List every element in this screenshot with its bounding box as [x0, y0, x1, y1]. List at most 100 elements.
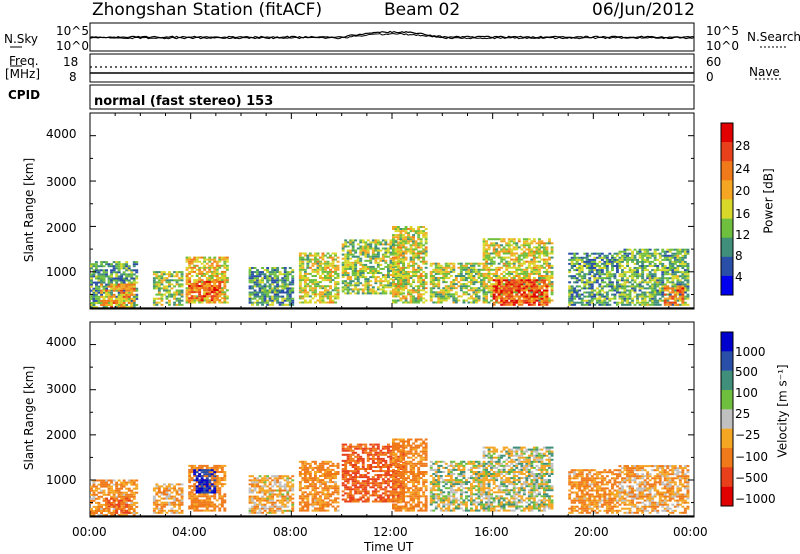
range-time-cell [344, 286, 348, 289]
range-time-cell [502, 285, 506, 288]
range-time-cell [160, 505, 164, 508]
range-time-cell [611, 265, 614, 267]
range-time-cell [590, 258, 594, 261]
range-time-cell [545, 301, 549, 304]
range-time-cell [419, 268, 423, 271]
range-time-cell [218, 289, 222, 292]
range-time-cell [437, 283, 441, 286]
range-time-cell [203, 505, 207, 508]
range-time-cell [402, 230, 405, 233]
range-time-cell [397, 299, 400, 302]
range-time-cell [117, 287, 121, 290]
range-time-cell [193, 466, 197, 469]
range-time-cell [573, 289, 577, 292]
range-time-cell [364, 247, 368, 250]
range-time-cell [168, 489, 171, 492]
range-time-cell [286, 287, 290, 290]
range-time-cell [457, 275, 461, 277]
range-time-cell [321, 270, 325, 273]
range-time-cell [585, 262, 589, 265]
range-time-cell [125, 487, 129, 490]
range-time-cell [319, 299, 322, 302]
range-time-cell [268, 295, 272, 298]
range-time-cell [155, 501, 159, 504]
range-time-cell [424, 250, 428, 253]
range-time-cell [671, 281, 675, 284]
range-time-cell [517, 299, 521, 302]
range-time-cell [193, 258, 197, 261]
range-time-cell [100, 479, 103, 482]
x-tick: 12:00 [373, 525, 408, 539]
range-time-cell [424, 238, 428, 241]
range-time-cell [671, 262, 675, 265]
range-time-cell [638, 295, 642, 298]
range-time-cell [467, 277, 471, 279]
range-time-cell [452, 279, 456, 282]
range-time-cell [429, 287, 433, 290]
range-time-cell [527, 266, 531, 269]
range-time-cell [298, 272, 302, 275]
range-time-cell [454, 279, 458, 282]
range-time-cell [215, 295, 219, 298]
range-time-cell [165, 285, 169, 288]
range-time-cell [545, 289, 549, 292]
range-time-cell [311, 275, 315, 277]
range-time-cell [92, 306, 96, 309]
range-time-cell [271, 277, 275, 280]
range-time-cell [218, 282, 222, 285]
range-time-cell [354, 239, 358, 242]
range-time-cell [157, 503, 161, 506]
range-time-cell [595, 265, 599, 267]
range-time-cell [641, 281, 645, 284]
range-time-cell [203, 503, 207, 506]
range-time-cell [122, 306, 126, 309]
range-time-cell [636, 297, 639, 300]
range-time-cell [200, 464, 204, 467]
range-time-cell [412, 281, 415, 284]
range-time-cell [583, 291, 587, 294]
range-time-cell [598, 291, 602, 294]
range-time-cell [538, 248, 541, 251]
range-time-cell [185, 287, 189, 290]
range-time-cell [467, 301, 471, 304]
range-time-cell [281, 297, 285, 300]
range-time-cell [394, 228, 398, 230]
range-time-cell [520, 281, 524, 284]
range-time-cell [444, 277, 448, 279]
range-time-cell [190, 503, 194, 506]
range-time-cell [422, 232, 426, 235]
range-time-cell [117, 499, 121, 502]
range-time-cell [437, 295, 441, 298]
range-time-cell [515, 283, 519, 286]
range-time-cell [633, 281, 637, 284]
range-time-cell [301, 297, 305, 300]
range-time-cell [344, 282, 348, 285]
range-time-cell [598, 260, 602, 263]
range-time-cell [548, 256, 551, 259]
range-time-cell [175, 293, 179, 296]
range-time-cell [188, 468, 192, 471]
range-time-cell [163, 277, 166, 280]
range-time-cell [195, 256, 199, 259]
range-time-cell [278, 303, 282, 306]
range-time-cell [271, 283, 275, 286]
range-time-cell [392, 289, 395, 292]
range-time-cell [550, 289, 554, 292]
range-time-cell [326, 297, 330, 300]
range-time-cell [510, 301, 514, 304]
range-time-cell [180, 303, 184, 306]
range-time-cell [381, 259, 385, 262]
range-time-cell [500, 250, 504, 253]
range-time-cell [130, 304, 134, 306]
range-time-cell [663, 301, 667, 304]
range-time-cell [673, 262, 677, 265]
range-time-cell [132, 261, 136, 264]
range-time-cell [127, 499, 131, 502]
range-time-cell [112, 299, 116, 302]
range-time-cell [366, 290, 370, 293]
range-time-cell [213, 256, 217, 259]
range-time-cell [407, 240, 410, 243]
range-time-cell [97, 271, 101, 274]
range-time-cell [397, 283, 400, 286]
range-time-cell [316, 281, 320, 284]
